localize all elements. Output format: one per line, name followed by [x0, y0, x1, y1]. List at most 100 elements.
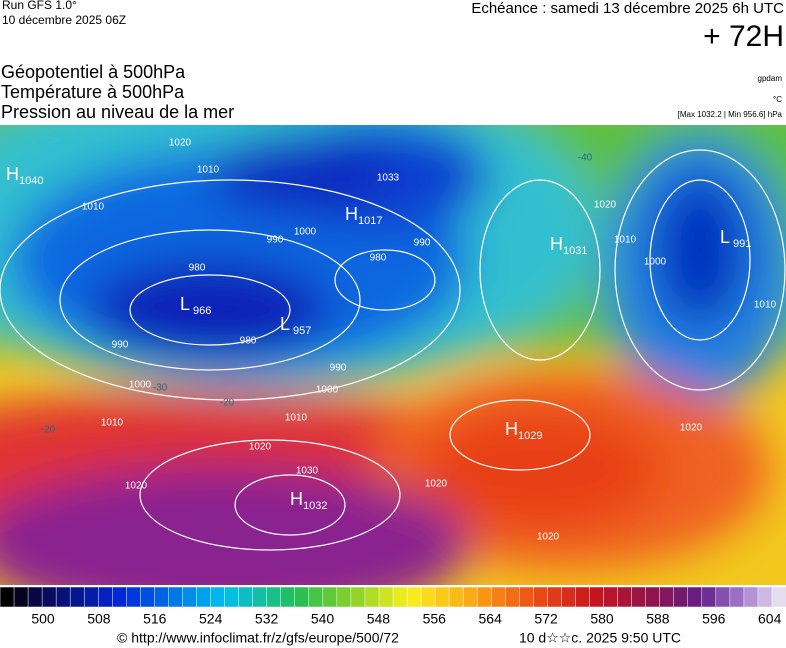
colorbar-cell: [378, 586, 394, 608]
colorbar-cell: [280, 586, 296, 608]
colorbar-label: 572: [534, 611, 558, 627]
isobar-label: 1020: [537, 532, 560, 543]
colorbar-cell: [659, 586, 675, 608]
isobar-label: 990: [414, 238, 431, 249]
colorbar-label: 556: [423, 611, 447, 627]
isobar-label: 1000: [644, 257, 667, 268]
center-value: 991: [733, 238, 751, 250]
colorbar-cell: [350, 586, 366, 608]
center-type: L: [180, 294, 190, 314]
isobar-label: 1020: [680, 423, 703, 434]
colorbar-cell: [196, 586, 212, 608]
colorbar-cell: [140, 586, 156, 608]
isobar-label: 980: [370, 253, 387, 264]
isobar-label: 1020: [169, 138, 192, 149]
isobar-label: 1033: [377, 173, 400, 184]
isobar-label: 1020: [594, 200, 617, 211]
colorbar-cell: [448, 586, 464, 608]
center-type: H: [345, 204, 358, 224]
title: Température à 500hPa: [1, 82, 185, 102]
unit: gpdam: [758, 74, 783, 83]
center-value: 966: [193, 305, 211, 317]
colorbar-cell: [743, 586, 759, 608]
colorbar-cell: [83, 586, 100, 608]
isobar-label: 1000: [129, 380, 152, 391]
colorbar-cell: [757, 586, 773, 608]
isobar-label: 1020: [125, 481, 148, 492]
center-value: 1029: [518, 430, 542, 442]
colorbar-label: 508: [87, 611, 111, 627]
center-type: H: [290, 489, 303, 509]
isobar-label: 990: [330, 363, 347, 374]
colorbar-cell: [13, 586, 29, 608]
colorbar-label: 516: [143, 611, 167, 627]
isobar-label: 1010: [82, 202, 105, 213]
colorbar-label: 588: [646, 611, 670, 627]
colorbar-cell: [645, 586, 661, 608]
center-value: 957: [293, 325, 311, 337]
run-date: 10 décembre 2025 06Z: [2, 13, 126, 27]
colorbar-cell: [406, 586, 422, 608]
temp-label: -20: [220, 398, 235, 409]
colorbar-cell: [392, 586, 408, 608]
colorbar-cell: [182, 586, 198, 608]
center-value: 1040: [19, 175, 43, 187]
colorbar-cell: [771, 586, 786, 608]
colorbar-cell: [69, 586, 85, 608]
unit: °C: [773, 95, 782, 104]
pressure-range: [Max 1032.2 | Min 956.6] hPa: [678, 110, 783, 119]
colorbar-cell: [364, 586, 380, 608]
colorbar-cell: [673, 586, 689, 608]
colorbar-cell: [603, 586, 619, 608]
run: Run GFS 1.0°: [2, 0, 77, 12]
colorbar-cell: [27, 586, 43, 608]
forecast: Echéance : samedi 13 décembre 2025 6h UT…: [471, 0, 784, 17]
colorbar-label: 524: [199, 611, 223, 627]
isobar-label: 1010: [614, 235, 637, 246]
isobar-label: 1010: [101, 418, 124, 429]
center-type: H: [505, 419, 518, 439]
lead-time: + 72H: [703, 20, 784, 53]
temp-label: -20: [41, 425, 56, 436]
colorbar-cell: [715, 586, 731, 608]
temp-label: -30: [153, 383, 168, 394]
colorbar-cell: [701, 586, 717, 608]
colorbar-cell: [210, 586, 226, 608]
colorbar-label: 564: [479, 611, 503, 627]
colorbar-cell: [575, 586, 591, 608]
colorbar-cell: [154, 586, 170, 608]
colorbar-label: 540: [311, 611, 335, 627]
colorbar-cell: [491, 586, 507, 608]
colorbar-cell: [266, 586, 282, 608]
colorbar-cell: [126, 586, 142, 608]
temp-label: -40: [578, 153, 593, 164]
colorbar-cell: [687, 586, 703, 608]
colorbar: 500 508 516 524 532 540 548 556 564 572 580 588 596 6…: [0, 586, 786, 627]
isobar-label: 1010: [754, 300, 777, 311]
isobar-label: 1000: [316, 385, 339, 396]
title: Pression au niveau de la mer: [1, 102, 234, 122]
colorbar-cell: [294, 586, 310, 608]
colorbar-label: 580: [590, 611, 614, 627]
isobar-label: 1000: [294, 227, 317, 238]
colorbar-label: 596: [702, 611, 726, 627]
colorbar-cell: [729, 586, 745, 608]
colorbar-cell: [252, 586, 268, 608]
colorbar-label: 500: [31, 611, 55, 627]
colorbar-cell: [55, 586, 71, 608]
colorbar-cell: [589, 586, 605, 608]
colorbar-cell: [519, 586, 535, 608]
center-type: L: [280, 314, 290, 334]
center-value: 1032: [303, 500, 327, 512]
colorbar-label: 604: [758, 611, 782, 627]
colorbar-cell: [505, 586, 521, 608]
footer-url: © http://www.infoclimat.fr/z/gfs/europe/…: [117, 630, 399, 646]
colorbar-cell: [420, 586, 436, 608]
colorbar-cell: [476, 586, 493, 608]
colorbar-cell: [224, 586, 240, 608]
isobar-label: 1010: [285, 413, 308, 424]
footer-time: 10 d☆☆c. 2025 9:50 UTC: [519, 630, 681, 646]
isobar-label: 980: [189, 263, 206, 274]
colorbar-cell: [322, 586, 338, 608]
